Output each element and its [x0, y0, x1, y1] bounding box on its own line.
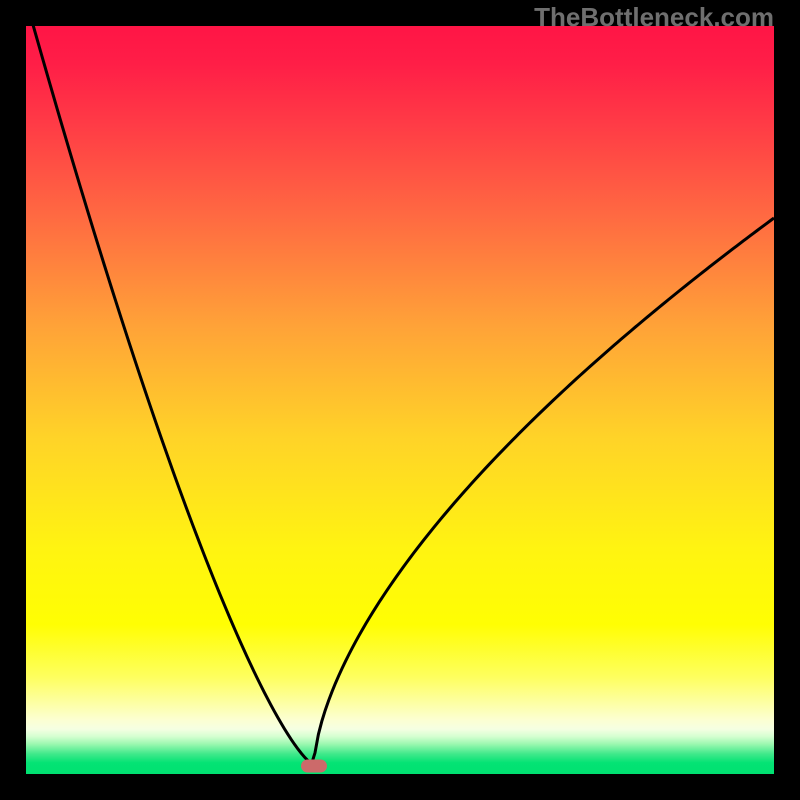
chart-svg: [0, 0, 800, 800]
frame-left: [0, 0, 26, 800]
watermark: TheBottleneck.com: [534, 2, 774, 33]
frame-bottom: [0, 774, 800, 800]
frame-right: [774, 0, 800, 800]
plot-background: [26, 26, 774, 774]
optimum-marker: [301, 760, 327, 773]
